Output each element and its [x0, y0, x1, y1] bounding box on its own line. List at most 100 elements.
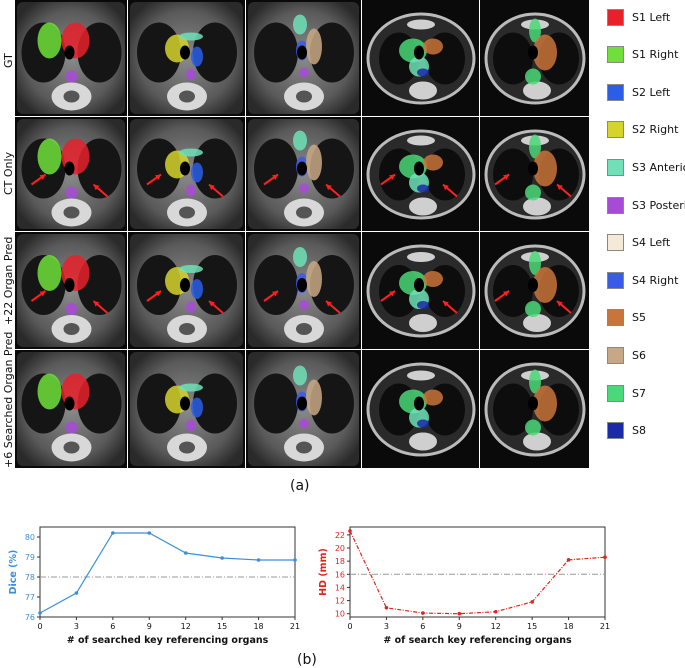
plot-frame	[349, 526, 606, 618]
x-tick-label: 21	[290, 622, 300, 631]
ct-cell	[15, 232, 127, 349]
legend-label: S3 Posterior	[632, 198, 685, 212]
ct-cell	[15, 350, 127, 468]
dice-chart: 76 77 78 79 80 0 3 6 9 12 15 18 21 # of searched key …	[0, 515, 340, 650]
legend-item: S8	[607, 421, 646, 441]
legend-item: S4 Right	[607, 270, 678, 290]
x-tick-label: 15	[217, 622, 227, 631]
data-point	[348, 529, 352, 533]
x-tick-label: 3	[74, 622, 79, 631]
legend-label: S4 Left	[632, 236, 671, 250]
data-point	[566, 558, 571, 562]
x-tick-label: 18	[253, 622, 263, 631]
data-point	[38, 611, 42, 615]
legend-swatch	[607, 8, 624, 26]
data-point	[421, 611, 425, 615]
ct-cell	[15, 117, 127, 231]
x-tick-label: 12	[491, 622, 501, 631]
y-tick-label: 12	[335, 597, 345, 606]
ct-cell	[128, 117, 245, 231]
legend-item: S3 Anterior	[607, 157, 685, 177]
ct-image-grid	[15, 0, 589, 468]
legend-swatch	[607, 346, 624, 364]
row-label-22-organ-pred: +22 Organ Pred	[2, 236, 15, 325]
y-tick-label: 18	[335, 557, 345, 566]
legend-item: S3 Posterior	[607, 195, 685, 215]
y-tick-label: 80	[25, 533, 35, 542]
legend-swatch	[607, 158, 624, 176]
data-point	[493, 609, 498, 614]
y-tick-label: 77	[25, 593, 35, 602]
y-axis-label: HD (mm)	[318, 548, 329, 596]
x-tick-label: 6	[110, 622, 115, 631]
data-point	[457, 611, 462, 616]
legend-label: S2 Right	[632, 123, 679, 137]
data-point	[384, 606, 389, 610]
legend-swatch	[607, 271, 624, 289]
y-tick-label: 79	[25, 553, 35, 562]
legend-swatch	[607, 384, 624, 402]
legend-label: S2 Left	[632, 85, 671, 99]
data-point	[111, 531, 115, 535]
x-tick-label: 3	[384, 622, 389, 631]
data-point	[183, 551, 188, 555]
legend-label: S4 Right	[632, 273, 679, 287]
legend-item: S2 Left	[607, 82, 670, 102]
x-tick-label: 18	[563, 622, 573, 631]
ct-cell	[362, 350, 479, 468]
caption-a: (a)	[290, 478, 310, 494]
data-point	[293, 558, 297, 562]
ct-cell	[246, 117, 361, 231]
data-point	[220, 556, 224, 560]
row-label-ct-only: CT Only	[2, 151, 15, 195]
legend-label: S3 Anterior	[632, 160, 685, 174]
ct-cell	[15, 0, 127, 116]
y-tick-label: 20	[335, 544, 345, 553]
legend-swatch	[607, 121, 624, 139]
legend-swatch	[607, 196, 624, 214]
x-tick-label: 21	[600, 622, 610, 631]
y-tick-label: 22	[335, 531, 345, 540]
x-tick-label: 9	[457, 622, 462, 631]
ct-cell	[362, 0, 479, 116]
legend-swatch	[607, 422, 624, 440]
ct-cell	[362, 232, 479, 349]
legend-item: S1 Right	[607, 45, 678, 65]
data-point	[147, 531, 152, 535]
y-tick-label: 10	[335, 610, 345, 619]
legend-swatch	[607, 234, 624, 252]
ct-cell	[480, 350, 589, 468]
ct-cell	[362, 117, 479, 231]
ct-cell	[128, 0, 245, 116]
data-point	[530, 600, 534, 604]
ct-cell	[480, 232, 589, 349]
plot-frame	[39, 526, 296, 618]
y-tick-label: 76	[25, 613, 35, 622]
legend-item: S6	[607, 345, 646, 365]
legend-item: S5	[607, 308, 646, 328]
legend-label: S8	[632, 424, 646, 438]
legend-label: S1 Right	[632, 48, 679, 62]
data-point	[256, 558, 261, 562]
y-tick-label: 14	[335, 583, 345, 592]
ct-cell	[246, 232, 361, 349]
ct-cell	[128, 350, 245, 468]
hd-chart: 10 12 14 16 18 20 22 0 3 6 9 12 15 18 21 # of search ke…	[310, 515, 650, 650]
ct-cell	[246, 0, 361, 116]
x-tick-label: 9	[147, 622, 152, 631]
y-tick-label: 16	[335, 570, 345, 579]
legend-label: S7	[632, 386, 646, 400]
x-tick-label: 0	[347, 622, 352, 631]
ct-cell	[128, 232, 245, 349]
data-point	[603, 555, 607, 560]
row-label-gt: GT	[2, 53, 15, 68]
y-axis-label: Dice (%)	[8, 550, 19, 595]
legend-item: S4 Left	[607, 233, 670, 253]
ct-cell	[480, 0, 589, 116]
legend-label: S6	[632, 348, 646, 362]
y-tick-label: 78	[25, 573, 35, 582]
data-point	[74, 591, 79, 595]
legend-item: S2 Right	[607, 120, 678, 140]
x-tick-label: 0	[37, 622, 42, 631]
x-tick-label: 12	[181, 622, 191, 631]
